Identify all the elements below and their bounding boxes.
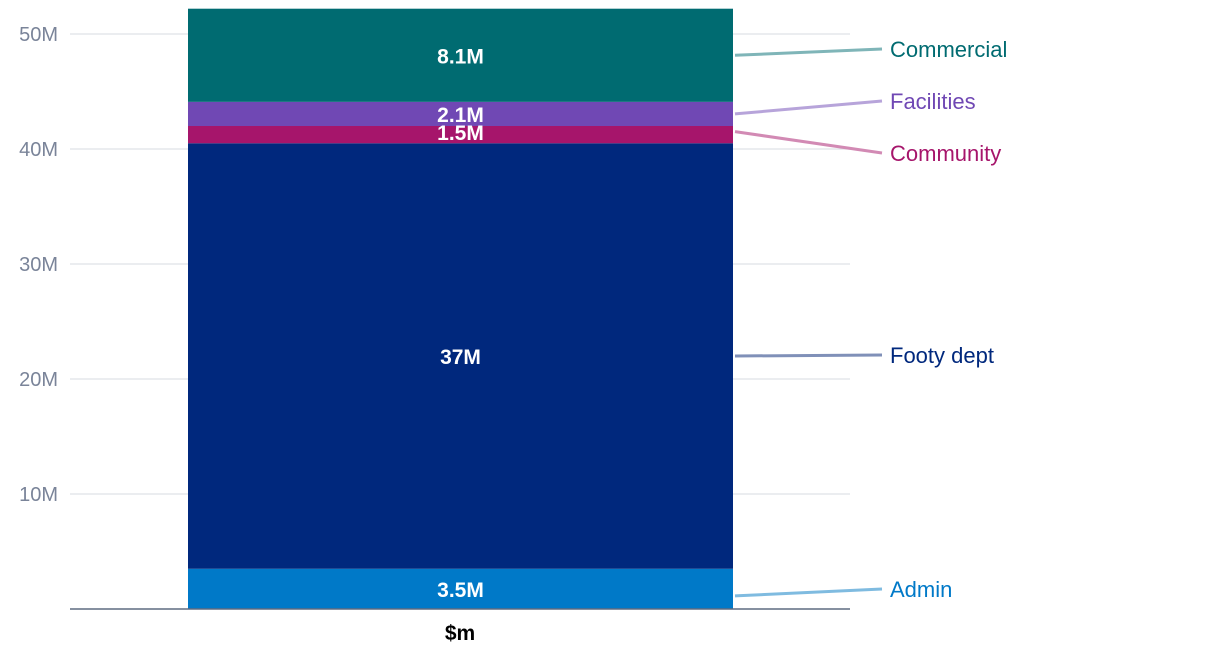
y-tick-label: 40M bbox=[19, 139, 58, 161]
leader-line-community bbox=[734, 130, 883, 155]
bar-segments bbox=[188, 8, 733, 609]
leader-line-admin bbox=[734, 587, 883, 598]
y-tick-label: 10M bbox=[19, 484, 58, 506]
y-axis-ticks: 10M 20M 30M 40M 50M bbox=[19, 24, 58, 506]
legend: Admin Footy dept Community Facilities Commer… bbox=[890, 37, 1007, 602]
legend-leader-lines bbox=[734, 47, 883, 598]
bar-segment-community bbox=[188, 126, 733, 144]
bar-segment-admin bbox=[188, 568, 733, 609]
y-tick-label: 20M bbox=[19, 369, 58, 391]
leader-line-facilities bbox=[734, 99, 883, 116]
bar-segment-footy-dept bbox=[188, 143, 733, 569]
segment-label-commercial: 8.1M bbox=[437, 45, 484, 68]
segment-labels: 3.5M 37M 1.5M2.1M 8.1M bbox=[437, 45, 484, 602]
leader-line-commercial bbox=[734, 47, 883, 57]
segment-label-footy-dept: 37M bbox=[440, 346, 481, 369]
bar-segment-commercial bbox=[188, 8, 733, 102]
segment-label-facilities: 2.1M bbox=[437, 104, 484, 127]
legend-item-footy-dept: Footy dept bbox=[890, 343, 994, 368]
segment-label-admin: 3.5M bbox=[437, 579, 484, 602]
legend-item-facilities: Facilities bbox=[890, 89, 976, 114]
y-tick-label: 50M bbox=[19, 24, 58, 46]
y-tick-label: 30M bbox=[19, 254, 58, 276]
legend-item-admin: Admin bbox=[890, 577, 952, 602]
x-category-label: $m bbox=[445, 622, 475, 645]
segment-label-community: 1.5M bbox=[437, 122, 484, 145]
legend-item-commercial: Commercial bbox=[890, 37, 1007, 62]
legend-item-community: Community bbox=[890, 141, 1001, 166]
leader-line-footy-dept bbox=[734, 353, 883, 358]
bar-segment-facilities bbox=[188, 101, 733, 126]
